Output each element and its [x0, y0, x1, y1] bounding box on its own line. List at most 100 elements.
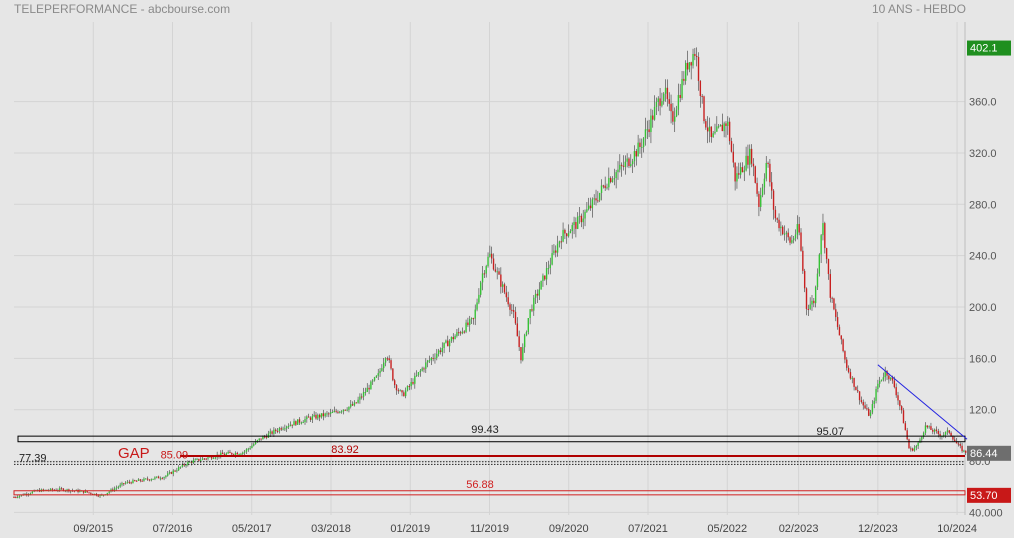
candle-body	[403, 392, 405, 397]
candle-body	[685, 62, 687, 81]
candle-body	[954, 439, 956, 442]
candle-body	[727, 121, 729, 126]
candle-body	[774, 209, 777, 219]
candle-body	[313, 414, 315, 417]
candle-body	[351, 404, 354, 406]
candle-body	[604, 185, 606, 189]
candle-body	[298, 419, 301, 423]
candle-body	[278, 428, 281, 432]
candle-body	[584, 211, 586, 219]
candle-body	[220, 452, 222, 457]
candle-body	[536, 293, 539, 296]
candle-body	[359, 396, 361, 400]
candle-body	[831, 297, 833, 299]
candle-body	[88, 492, 90, 494]
candle-body	[253, 444, 255, 446]
candle-body	[97, 495, 99, 497]
candle-body	[251, 445, 253, 449]
candle-body	[264, 436, 266, 438]
candle-body	[275, 429, 277, 431]
candle-body	[152, 478, 154, 480]
candle-body	[761, 187, 764, 196]
candle-body	[730, 141, 733, 152]
candle-body	[578, 215, 581, 217]
candle-body	[432, 357, 434, 359]
candle-body	[450, 337, 453, 341]
candle-body	[59, 488, 61, 491]
candle-body	[344, 409, 346, 411]
candle-body	[935, 429, 938, 431]
candle-body	[782, 226, 784, 235]
candle-body	[792, 238, 795, 241]
candle-body	[802, 250, 804, 271]
candle-body	[501, 284, 504, 287]
y-tick-label: 120.0	[969, 405, 997, 417]
candle-body	[723, 123, 725, 132]
candle-body	[608, 177, 610, 188]
candle-body	[703, 96, 705, 122]
y-tick-label: 240.0	[969, 251, 997, 263]
candle-body	[825, 248, 828, 260]
candle-body	[624, 161, 627, 167]
candle-body	[659, 98, 661, 106]
candle-body	[480, 282, 482, 295]
candle-body	[829, 274, 831, 298]
candle-body	[326, 413, 328, 415]
y-tick-label: 360.0	[969, 97, 997, 109]
candle-body	[760, 195, 762, 207]
candle-body	[170, 472, 173, 474]
candle-body	[767, 162, 769, 164]
candle-body	[452, 337, 454, 340]
candle-body	[555, 250, 557, 253]
candle-body	[273, 429, 275, 434]
candle-body	[631, 161, 634, 165]
candle-body	[132, 480, 134, 484]
candle-body	[754, 166, 756, 183]
support-zone-label: 56.88	[466, 479, 494, 491]
candle-body	[895, 387, 897, 396]
candle-body	[566, 233, 568, 237]
candle-body	[443, 342, 445, 349]
dotted-level-label: 77.39	[19, 452, 47, 464]
candle-body	[212, 458, 215, 460]
candle-body	[296, 419, 299, 425]
candle-body	[794, 234, 797, 239]
resistance-zone	[17, 435, 966, 443]
candle-body	[547, 268, 550, 270]
candle-body	[820, 235, 822, 255]
trendline	[877, 364, 968, 440]
candle-body	[461, 331, 464, 334]
candle-body	[602, 185, 605, 187]
x-tick-label: 05/2017	[232, 523, 272, 535]
candle-body	[381, 368, 383, 371]
candle-body	[611, 179, 614, 183]
candle-body	[437, 350, 440, 354]
candle-body	[908, 439, 910, 449]
candle-body	[447, 340, 449, 347]
candle-body	[318, 414, 321, 418]
candle-body	[648, 129, 650, 133]
candle-body	[617, 169, 619, 173]
candle-body	[265, 436, 268, 438]
candle-body	[49, 488, 52, 491]
candle-body	[302, 422, 304, 424]
candle-body	[639, 142, 641, 147]
candle-body	[406, 386, 409, 391]
candle-body	[207, 457, 209, 459]
candle-body	[128, 481, 131, 483]
candle-body	[295, 421, 297, 425]
candle-body	[597, 200, 599, 202]
candle-body	[615, 172, 617, 179]
candle-body	[117, 486, 120, 488]
candle-body	[287, 426, 290, 428]
candle-body	[395, 385, 398, 391]
candle-body	[728, 121, 731, 142]
candle-body	[835, 309, 837, 318]
candle-body	[668, 99, 670, 104]
candle-body	[456, 332, 458, 336]
candle-body	[580, 215, 583, 223]
candle-body	[276, 430, 279, 432]
candle-body	[62, 488, 65, 491]
candle-body	[803, 270, 806, 289]
candle-body	[373, 377, 376, 381]
